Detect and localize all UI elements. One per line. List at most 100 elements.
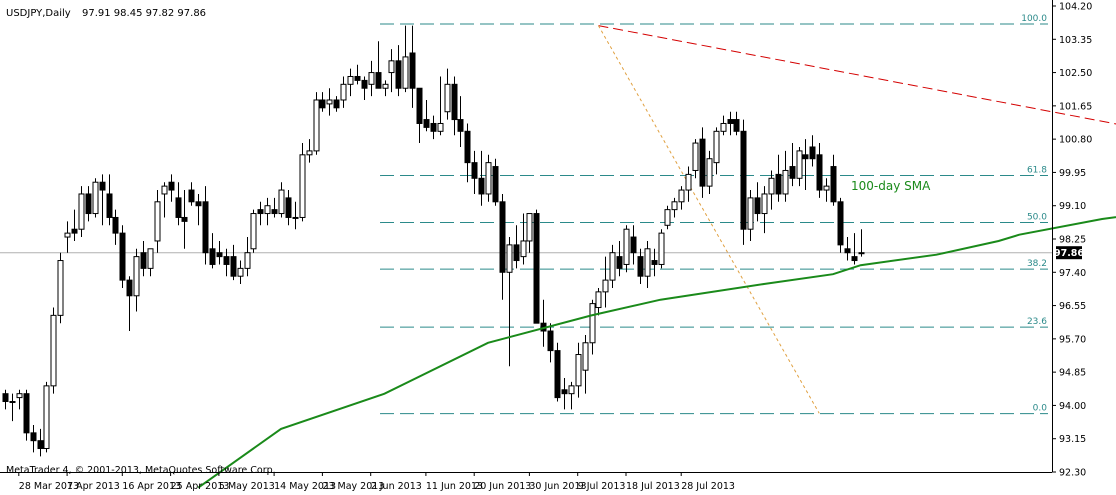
candle (540, 299, 547, 347)
candle (651, 248, 658, 277)
candle (437, 76, 444, 136)
x-tick-label: 18 Jul 2013 (626, 481, 680, 492)
candle (520, 213, 527, 265)
candle (133, 248, 140, 312)
x-tick-label: 2 Jun 2013 (371, 481, 422, 492)
y-tick-label: 100.80 (1059, 135, 1092, 146)
y-tick-label: 102.50 (1059, 68, 1092, 79)
candle (264, 197, 271, 226)
candle (678, 186, 685, 210)
y-tick-label: 101.65 (1059, 101, 1092, 112)
candle (168, 174, 175, 202)
candle (30, 425, 37, 453)
candle (326, 88, 333, 116)
candle (658, 229, 665, 269)
candle (106, 174, 113, 226)
candle (202, 186, 209, 265)
candle (575, 342, 582, 398)
candle (333, 96, 340, 112)
fibonacci-levels: 100.0 61.8 50.0 38.2 23.6 0.0 (380, 14, 1048, 415)
fib-level-label: 100.0 (1021, 14, 1047, 24)
candle (692, 139, 699, 179)
candle (823, 178, 830, 202)
candle (809, 135, 816, 167)
x-tick-label: 20 Jun 2013 (474, 481, 531, 492)
x-tick-label: 7 Apr 2013 (67, 481, 120, 492)
candle (340, 76, 347, 108)
resistance-trendline (598, 25, 1116, 125)
y-tick-label: 99.10 (1059, 201, 1086, 212)
candle (789, 143, 796, 187)
candle (347, 68, 354, 97)
y-tick-label: 98.25 (1059, 235, 1086, 246)
fib-level-label: 0.0 (1033, 404, 1048, 414)
candles (2, 25, 865, 457)
ohlc-values: 97.91 98.45 97.82 97.86 (82, 8, 206, 19)
candle (175, 182, 182, 226)
candle (278, 182, 285, 218)
candle (609, 244, 616, 288)
candle (526, 213, 533, 253)
candle (402, 25, 409, 93)
candle (533, 209, 540, 324)
candle (796, 146, 803, 187)
candle (816, 143, 823, 198)
candle (195, 193, 202, 226)
y-tick-label: 94.00 (1059, 401, 1086, 412)
candle (733, 111, 740, 136)
candle (499, 193, 506, 300)
candle (250, 209, 257, 253)
y-tick-label: 99.95 (1059, 168, 1086, 179)
candle (547, 323, 554, 363)
candle (354, 64, 361, 85)
candle (85, 186, 92, 222)
candle (768, 170, 775, 210)
candle (699, 127, 706, 198)
y-tick-label: 92.30 (1059, 468, 1086, 479)
candle (602, 256, 609, 308)
candle (244, 237, 251, 277)
candle (126, 276, 133, 332)
candle (161, 182, 168, 218)
symbol-label: USDJPY,Daily (6, 8, 71, 19)
fib-level-label: 23.6 (1027, 317, 1047, 327)
candle (216, 240, 223, 265)
fib-diagonal-line (597, 25, 820, 414)
candle (644, 240, 651, 288)
candle (782, 150, 789, 202)
x-tick-label: 28 Mar 2013 (19, 481, 79, 492)
x-tick-label: 30 Jun 2013 (529, 481, 586, 492)
candle (257, 201, 264, 226)
candle (802, 139, 809, 191)
candle (464, 123, 471, 183)
candle (706, 150, 713, 194)
candle (492, 158, 499, 206)
candle (230, 244, 237, 281)
candle (181, 190, 188, 249)
candle (154, 190, 161, 253)
sma-line-group (197, 216, 1116, 489)
x-tick-label: 14 May 2013 (274, 481, 336, 492)
candle (506, 237, 513, 367)
x-tick-label: 23 May 2013 (322, 481, 384, 492)
candle (43, 381, 50, 453)
candle (554, 342, 561, 402)
candle (451, 76, 458, 136)
candle (616, 240, 623, 277)
candle (471, 150, 478, 194)
y-tick-label: 95.70 (1059, 334, 1086, 345)
candle (2, 389, 9, 410)
candle (375, 41, 382, 89)
y-tick-label: 94.85 (1059, 368, 1086, 379)
copyright-text: MetaTrader 4, © 2001-2013, MetaQuotes So… (6, 465, 276, 476)
candle (485, 154, 492, 202)
candle (119, 225, 126, 288)
candle (858, 229, 865, 257)
candle (409, 25, 416, 108)
candle (844, 237, 851, 261)
candle (582, 334, 589, 394)
candle (713, 127, 720, 175)
sma-line (197, 216, 1116, 489)
